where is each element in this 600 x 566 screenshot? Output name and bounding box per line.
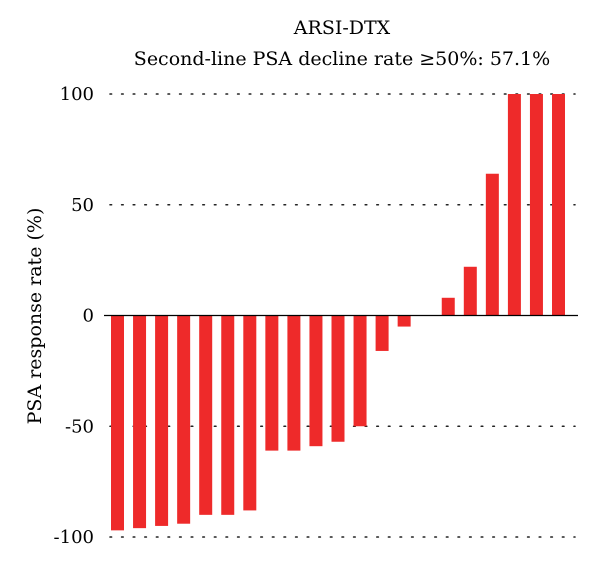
bar	[507, 94, 521, 316]
bar	[243, 315, 257, 511]
bar	[375, 315, 389, 351]
bar	[199, 315, 213, 515]
bar	[463, 266, 477, 316]
bar	[529, 94, 543, 316]
y-tick-label: -50	[65, 416, 94, 437]
y-ticks: 100 50 0 -50 -100	[54, 84, 94, 548]
bar	[309, 315, 323, 447]
bar	[287, 315, 301, 451]
bar	[133, 315, 147, 529]
bar	[111, 315, 124, 531]
bar	[353, 315, 367, 427]
y-tick-label: 50	[71, 195, 94, 216]
chart-title: ARSI-DTX	[293, 17, 391, 39]
bar	[265, 315, 279, 451]
bar	[221, 315, 235, 515]
bar	[552, 94, 565, 316]
bar	[177, 315, 191, 524]
chart-subtitle: Second-line PSA decline rate ≥50%: 57.1%	[134, 48, 550, 70]
y-axis-label: PSA response rate (%)	[24, 208, 46, 425]
bar	[155, 315, 169, 526]
y-tick-label: 0	[83, 306, 94, 327]
bars	[111, 94, 565, 531]
bar	[331, 315, 345, 442]
y-tick-label: 100	[60, 84, 94, 105]
bar	[397, 315, 411, 327]
bar	[441, 297, 455, 316]
y-tick-label: -100	[54, 527, 94, 548]
bar	[485, 173, 499, 316]
